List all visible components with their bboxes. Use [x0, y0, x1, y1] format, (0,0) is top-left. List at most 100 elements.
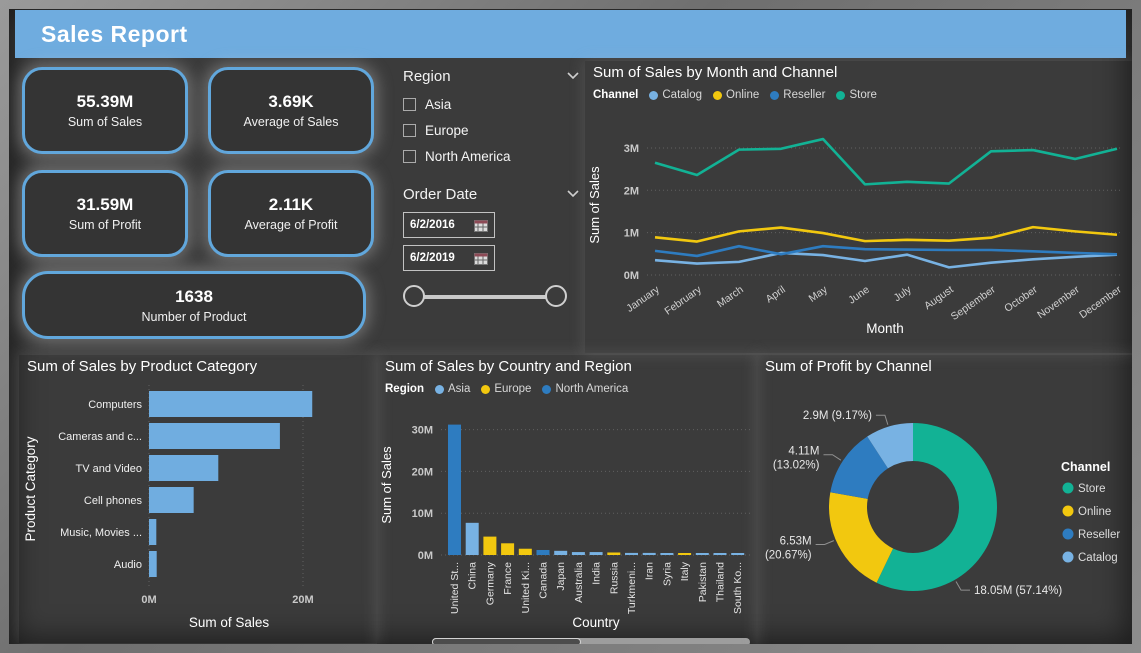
kpi-label: Average of Sales [243, 115, 339, 129]
legend-dot-icon [1062, 528, 1074, 540]
donut-label-pct: (13.02%) [773, 460, 820, 472]
x-tick-label: October [1002, 283, 1040, 315]
date-slicer: Order Date [403, 183, 579, 309]
date-slicer-header[interactable]: Order Date [403, 183, 579, 205]
bar-tv-and-video[interactable] [149, 455, 219, 481]
bar-cell-phones[interactable] [149, 487, 194, 513]
donut-slice-store[interactable] [876, 423, 997, 591]
slider-handle-start[interactable] [403, 285, 425, 307]
line-series-catalog[interactable] [654, 251, 1118, 269]
chevron-down-icon[interactable] [567, 72, 579, 80]
donut-slice-reseller[interactable] [830, 436, 888, 499]
x-tick-label: China [467, 562, 479, 590]
legend-label: Europe [494, 383, 532, 395]
x-tick-label: July [892, 283, 915, 304]
region-slicer: Region Asia Europe North America [403, 65, 579, 169]
checkbox-asia[interactable] [403, 97, 416, 111]
slider-handle-end[interactable] [545, 285, 567, 307]
bar-music-movies[interactable] [149, 519, 157, 545]
legend-dot-icon [713, 90, 723, 100]
column-australia[interactable] [571, 552, 585, 555]
legend-item-europe[interactable]: Europe [481, 383, 531, 395]
scrollbar-thumb[interactable] [432, 638, 582, 644]
legend-item-reseller[interactable]: Reseller [770, 89, 825, 101]
kpi-label: Number of Product [141, 309, 247, 324]
category-label: Music, Movies ... [60, 527, 142, 539]
legend-label: Catalog [662, 89, 703, 101]
column-india[interactable] [589, 552, 603, 555]
line-series-online[interactable] [654, 225, 1118, 243]
checkbox-label: North America [425, 148, 511, 164]
slider-track[interactable] [413, 295, 557, 299]
category-label: Computers [88, 399, 142, 411]
legend-item-north-america[interactable]: North America [542, 383, 628, 395]
column-italy[interactable] [678, 553, 692, 555]
column-china[interactable] [465, 522, 479, 555]
column-germany[interactable] [483, 536, 497, 555]
y-axis-title: Sum of Sales [587, 166, 602, 244]
x-tick-label: 20M [292, 594, 313, 606]
column-canada[interactable] [536, 549, 550, 555]
donut-label-online: 6.53M [780, 536, 812, 548]
legend-dot-icon [542, 384, 552, 394]
category-label: Audio [114, 559, 142, 571]
bar-computers[interactable] [149, 391, 313, 417]
column-france[interactable] [501, 543, 515, 555]
legend-item-store[interactable]: Store [836, 89, 877, 101]
donut-slice-online[interactable] [829, 492, 894, 583]
checkbox-north-america[interactable] [403, 149, 416, 163]
y-tick-label: 20M [412, 466, 433, 478]
legend-item-online[interactable]: Online [1078, 506, 1111, 518]
column-united-st[interactable] [448, 424, 461, 555]
y-tick-label: 10M [412, 508, 433, 520]
legend-title: Region [385, 383, 424, 395]
column-pakistan[interactable] [695, 553, 709, 555]
column-thailand[interactable] [713, 553, 727, 555]
x-axis-title: Month [866, 321, 904, 336]
line-series-store[interactable] [654, 137, 1118, 186]
x-tick-label: April [764, 284, 788, 306]
x-tick-label: 0M [141, 594, 156, 606]
column-syria[interactable] [660, 553, 674, 555]
slicer-option-asia[interactable]: Asia [403, 91, 579, 117]
kpi-card-average-of-profit: 2.11K Average of Profit [208, 170, 374, 257]
region-slicer-header[interactable]: Region [403, 65, 579, 87]
legend-item-reseller[interactable]: Reseller [1078, 529, 1120, 541]
chevron-down-icon[interactable] [567, 190, 579, 198]
donut-slice-catalog[interactable] [867, 423, 913, 469]
legend-item-store[interactable]: Store [1078, 483, 1106, 495]
legend-item-catalog[interactable]: Catalog [649, 89, 702, 101]
checkbox-europe[interactable] [403, 123, 416, 137]
bar-audio[interactable] [149, 551, 157, 577]
column-iran[interactable] [642, 552, 656, 555]
donut-label-store: 18.05M (57.14%) [974, 585, 1062, 597]
donut-label-pct: (20.67%) [765, 550, 812, 562]
kpi-value: 3.69K [268, 92, 314, 111]
line-series-reseller[interactable] [654, 244, 1118, 258]
slicer-option-europe[interactable]: Europe [403, 117, 579, 143]
legend-item-catalog[interactable]: Catalog [1078, 552, 1118, 564]
column-south-ko[interactable] [731, 553, 745, 555]
column-russia[interactable] [607, 552, 621, 555]
calendar-icon[interactable] [474, 252, 488, 265]
slicer-option-north-america[interactable]: North America [403, 143, 579, 169]
x-tick-label: Syria [661, 562, 673, 586]
calendar-icon[interactable] [474, 219, 488, 232]
legend-label: Reseller [783, 89, 826, 101]
page-title: Sales Report [41, 20, 188, 47]
column-united-ki[interactable] [518, 548, 532, 555]
legend-title: Channel [593, 89, 639, 101]
column-turkmeni[interactable] [625, 552, 638, 555]
y-tick-label: 1M [624, 228, 639, 240]
date-end-input[interactable] [410, 252, 468, 264]
x-axis-title: Country [572, 615, 620, 630]
column-chart-scrollbar[interactable] [432, 638, 750, 644]
line-chart: 0M 1M 2M 3M January February March April May June… [587, 137, 1124, 336]
column-japan[interactable] [554, 550, 568, 555]
date-start-input[interactable] [410, 219, 468, 231]
legend-item-asia[interactable]: Asia [434, 383, 470, 395]
legend-item-online[interactable]: Online [713, 89, 759, 101]
region-options-list: Asia Europe North America [403, 91, 579, 169]
checkbox-label: Asia [425, 96, 452, 112]
bar-cameras-and-c[interactable] [149, 423, 280, 449]
